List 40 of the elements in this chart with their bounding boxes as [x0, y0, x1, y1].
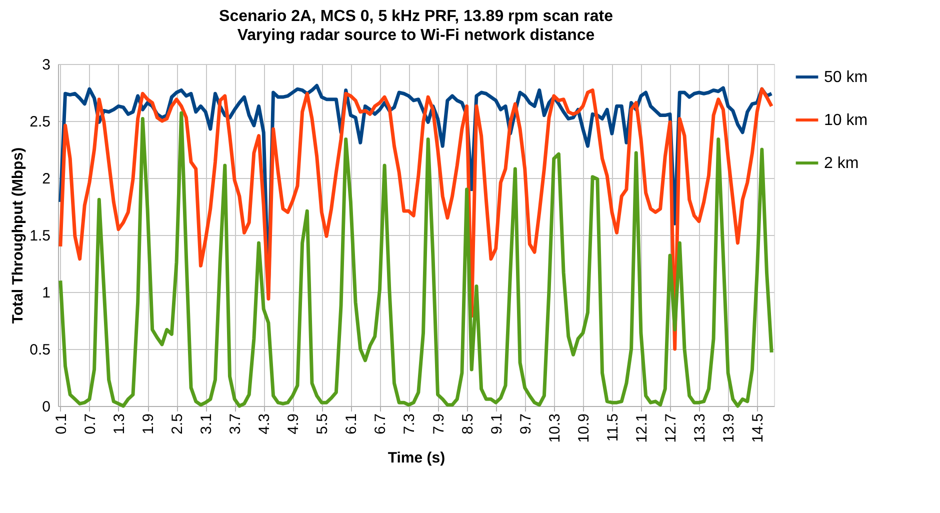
legend-label: 10 km [824, 112, 868, 129]
x-tick-label: 0.1 [52, 414, 70, 434]
y-axis-title: Total Throughput (Mbps) [10, 147, 27, 324]
y-tick-label: 0.5 [30, 342, 50, 358]
x-tick-label: 13.9 [720, 414, 738, 443]
x-tick-label: 5.5 [314, 414, 332, 434]
y-tick-label: 3 [42, 56, 50, 74]
x-tick-label: 1.9 [140, 414, 157, 434]
x-tick-label: 6.1 [343, 414, 360, 434]
x-tick-label: 0.7 [82, 414, 99, 434]
x-tick-label: 7.9 [430, 414, 448, 434]
x-tick-label: 3.1 [198, 414, 216, 434]
x-tick-label: 9.1 [488, 414, 506, 434]
x-tick-label: 4.3 [256, 414, 274, 434]
x-axis-title: Time (s) [388, 450, 446, 467]
x-tick-label: 9.7 [517, 414, 534, 434]
x-tick-label: 2.5 [169, 414, 186, 434]
y-tick-label: 2 [42, 170, 50, 188]
chart-subtitle: Varying radar source to Wi-Fi network distance [237, 27, 595, 44]
y-tick-label: 1.5 [30, 228, 50, 244]
y-tick-label: 0 [42, 398, 50, 416]
x-tick-label: 10.9 [575, 414, 592, 443]
x-tick-label: 8.5 [459, 414, 476, 434]
y-tick-label: 2.5 [30, 114, 50, 130]
x-tick-label: 7.3 [401, 414, 418, 434]
x-tick-label: 4.9 [285, 414, 302, 434]
line-series [58, 87, 774, 351]
chart-title: Scenario 2A, MCS 0, 5 kHz PRF, 13.89 rpm scan rate [219, 8, 614, 25]
x-tick-label: 13.3 [692, 414, 709, 443]
x-tick-label: 12.1 [633, 414, 650, 443]
x-tick-label: 1.3 [110, 414, 128, 434]
y-tick-label: 1 [42, 284, 50, 302]
x-tick-label: 11.5 [604, 414, 622, 442]
x-tick-label: 14.5 [750, 414, 767, 443]
x-tick-label: 6.7 [372, 414, 390, 434]
x-tick-label: 12.7 [662, 414, 680, 443]
legend-label: 50 km [824, 69, 868, 86]
x-tick-label: 10.3 [546, 414, 564, 443]
legend-label: 2 km [824, 155, 859, 172]
x-tick-label: 3.7 [227, 414, 244, 434]
